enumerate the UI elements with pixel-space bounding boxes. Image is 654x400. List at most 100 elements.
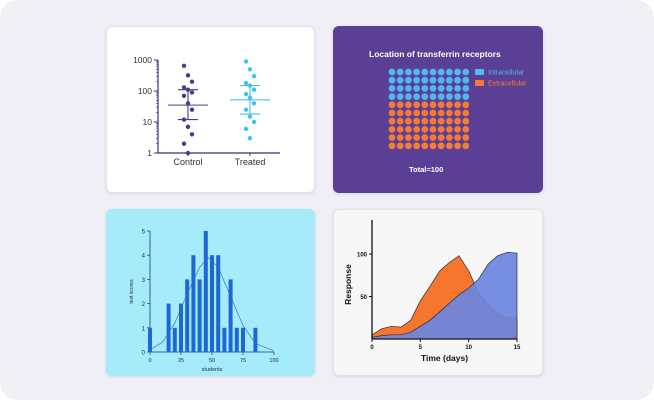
- data-point: [185, 150, 191, 156]
- waffle-cell: [421, 85, 429, 92]
- waffle-cell: [405, 126, 412, 133]
- waffle-cell: [462, 85, 470, 92]
- x-tick-label: Treated: [235, 157, 266, 167]
- x-tick-label: 50: [209, 358, 215, 364]
- waffle-cell: [388, 142, 396, 150]
- waffle-cell: [454, 76, 461, 84]
- waffle-cell: [413, 117, 420, 125]
- waffle-cell: [454, 109, 461, 117]
- waffle-cell: [437, 109, 445, 117]
- data-point: [181, 63, 187, 68]
- waffle-cell: [421, 68, 429, 76]
- waffle-cell: [421, 101, 429, 109]
- waffle-cell: [429, 109, 437, 117]
- waffle-cell: [429, 134, 437, 141]
- waffle-cell: [413, 109, 420, 117]
- waffle-cell: [429, 85, 437, 92]
- histogram-bar: [166, 303, 171, 352]
- waffle-cell: [405, 68, 412, 76]
- data-point: [185, 124, 191, 130]
- dot-plot: 1000 100 10 1 Control Treated: [133, 55, 280, 167]
- waffle-cell: [462, 68, 470, 76]
- waffle-cell: [396, 109, 404, 117]
- waffle-cell: [405, 85, 412, 92]
- waffle-cell: [421, 109, 429, 117]
- data-point: [185, 73, 191, 78]
- waffle-cell: [454, 85, 461, 92]
- data-point: [251, 101, 257, 106]
- histogram-bar: [210, 255, 214, 352]
- waffle-cell: [437, 142, 445, 150]
- waffle-cell: [454, 142, 461, 150]
- dot-plot-card: 1000 100 10 1 Control Treated: [106, 26, 315, 193]
- data-point: [185, 101, 191, 106]
- y-tick-label: 100: [138, 86, 152, 96]
- waffle-cell: [405, 101, 412, 109]
- y-tick-label: 1: [147, 148, 152, 158]
- y-tick-label: 1: [142, 326, 146, 332]
- waffle-cell: [437, 134, 445, 141]
- waffle-cell: [388, 126, 396, 133]
- waffle-cell: [396, 117, 404, 125]
- data-point: [243, 126, 249, 132]
- total-label: Total=100: [409, 165, 443, 174]
- waffle-cell: [454, 134, 461, 141]
- x-tick-label: 10: [465, 345, 472, 351]
- histogram-bar: [234, 327, 239, 352]
- waffle-cell: [462, 126, 470, 133]
- waffle-cell: [462, 76, 470, 84]
- waffle-cell: [429, 76, 437, 84]
- x-axis-label: students: [202, 367, 223, 373]
- waffle-cell: [437, 93, 445, 100]
- waffle-cell: [413, 101, 420, 109]
- waffle-cell: [462, 142, 470, 150]
- data-point: [181, 93, 187, 99]
- waffle-cell: [454, 68, 461, 76]
- waffle-cell: [462, 101, 470, 109]
- waffle-cell: [396, 142, 404, 150]
- waffle-cell: [446, 142, 453, 150]
- legend-label: Intracellular: [488, 70, 525, 77]
- data-point: [247, 114, 253, 119]
- waffle-cell: [454, 126, 461, 133]
- waffle-cell: [454, 117, 461, 125]
- waffle-cell: [437, 101, 445, 109]
- data-point: [251, 119, 257, 125]
- waffle-cell: [413, 68, 420, 76]
- histogram-bar: [172, 327, 177, 352]
- waffle-cell: [421, 93, 429, 100]
- waffle-cell: [388, 134, 396, 141]
- data-point: [189, 79, 195, 84]
- data-point: [181, 141, 187, 146]
- data-point: [251, 74, 257, 79]
- waffle-cell: [446, 93, 453, 100]
- waffle-cell: [405, 76, 412, 84]
- data-point: [247, 67, 253, 72]
- waffle-cell: [413, 134, 420, 141]
- data-point: [181, 117, 187, 122]
- y-tick-label: 100: [357, 253, 368, 259]
- histogram-bar: [241, 327, 245, 352]
- legend-swatch: [475, 80, 484, 86]
- x-tick-label: 100: [269, 358, 278, 364]
- waffle-cell: [396, 126, 404, 133]
- waffle-cell: [405, 93, 412, 100]
- waffle-cell: [446, 117, 453, 125]
- waffle-cell: [421, 142, 429, 150]
- x-tick-label: 75: [240, 358, 246, 364]
- waffle-cell: [446, 85, 453, 92]
- waffle-cell: [396, 101, 404, 109]
- waffle-cell: [437, 85, 445, 92]
- waffle-cell: [429, 126, 437, 133]
- x-axis-label: Time (days): [421, 353, 468, 363]
- waffle-cell: [421, 126, 429, 133]
- waffle-cell: [429, 93, 437, 100]
- data-point: [243, 59, 249, 64]
- area-chart-card: 50 100 0 5 10 15 Time (days) Response: [333, 209, 543, 376]
- histogram-bar: [185, 279, 190, 352]
- waffle-cell: [446, 101, 453, 109]
- data-point: [243, 80, 249, 86]
- histogram-bar: [203, 231, 208, 352]
- waffle-cell: [388, 117, 396, 125]
